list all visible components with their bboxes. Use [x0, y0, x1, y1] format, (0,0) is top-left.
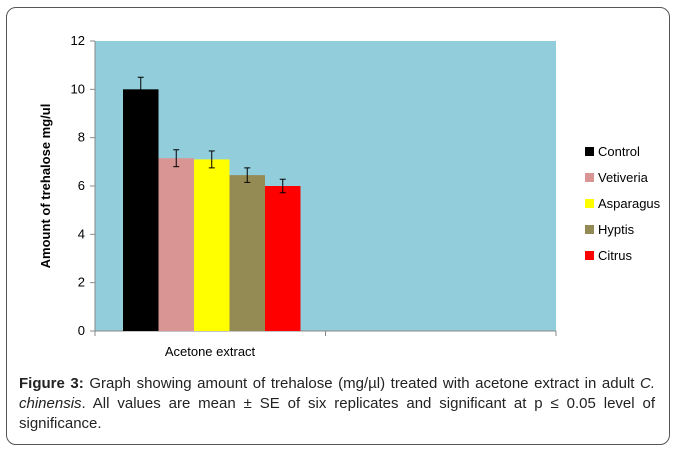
y-axis-title: Amount of trehalose mg/ul: [38, 104, 53, 269]
y-tick-label: 12: [71, 33, 85, 48]
caption-species: C. chinensis: [19, 375, 656, 412]
bar-vetiveria: [158, 158, 194, 331]
bar-control: [123, 89, 159, 331]
legend-label-citrus: Citrus: [598, 248, 632, 263]
bar-hyptis: [229, 175, 265, 331]
y-tick-label: 4: [78, 226, 85, 241]
y-tick-label: 6: [78, 178, 85, 193]
y-tick-label: 0: [78, 323, 85, 338]
legend-label-hyptis: Hyptis: [598, 222, 635, 237]
legend-swatch-control: [585, 147, 594, 156]
y-tick-label: 10: [71, 81, 85, 96]
x-category-label: Acetone extract: [165, 344, 256, 359]
bar-chart: 0 2 4 6 8 10 12 Amount of trehalose mg/ul Acet…: [38, 33, 661, 359]
y-tick-label: 8: [78, 130, 85, 145]
legend-label-asparagus: Asparagus: [598, 196, 661, 211]
bar-citrus: [265, 186, 301, 331]
figure-caption: Figure 3: Graph showing amount of trehal…: [19, 374, 655, 434]
y-tick-label: 2: [78, 275, 85, 290]
error-bars: [137, 76, 286, 194]
caption-text-1: Graph showing amount of trehalose (mg/µl…: [83, 375, 641, 392]
legend-swatch-asparagus: [585, 199, 594, 208]
legend-swatch-vetiveria: [585, 173, 594, 182]
y-ticks: 0 2 4 6 8 10 12: [71, 33, 95, 338]
legend-swatch-citrus: [585, 251, 594, 260]
bars: [123, 89, 301, 331]
caption-label: Figure 3:: [19, 375, 84, 392]
legend: Control Vetiveria Asparagus Hyptis Citrus: [585, 144, 661, 263]
legend-swatch-hyptis: [585, 225, 594, 234]
caption-text-2: . All values are mean ± SE of six replic…: [19, 395, 655, 432]
legend-label-control: Control: [598, 144, 640, 159]
legend-label-vetiveria: Vetiveria: [598, 170, 649, 185]
bar-asparagus: [194, 159, 230, 331]
x-ticks: [94, 331, 557, 336]
